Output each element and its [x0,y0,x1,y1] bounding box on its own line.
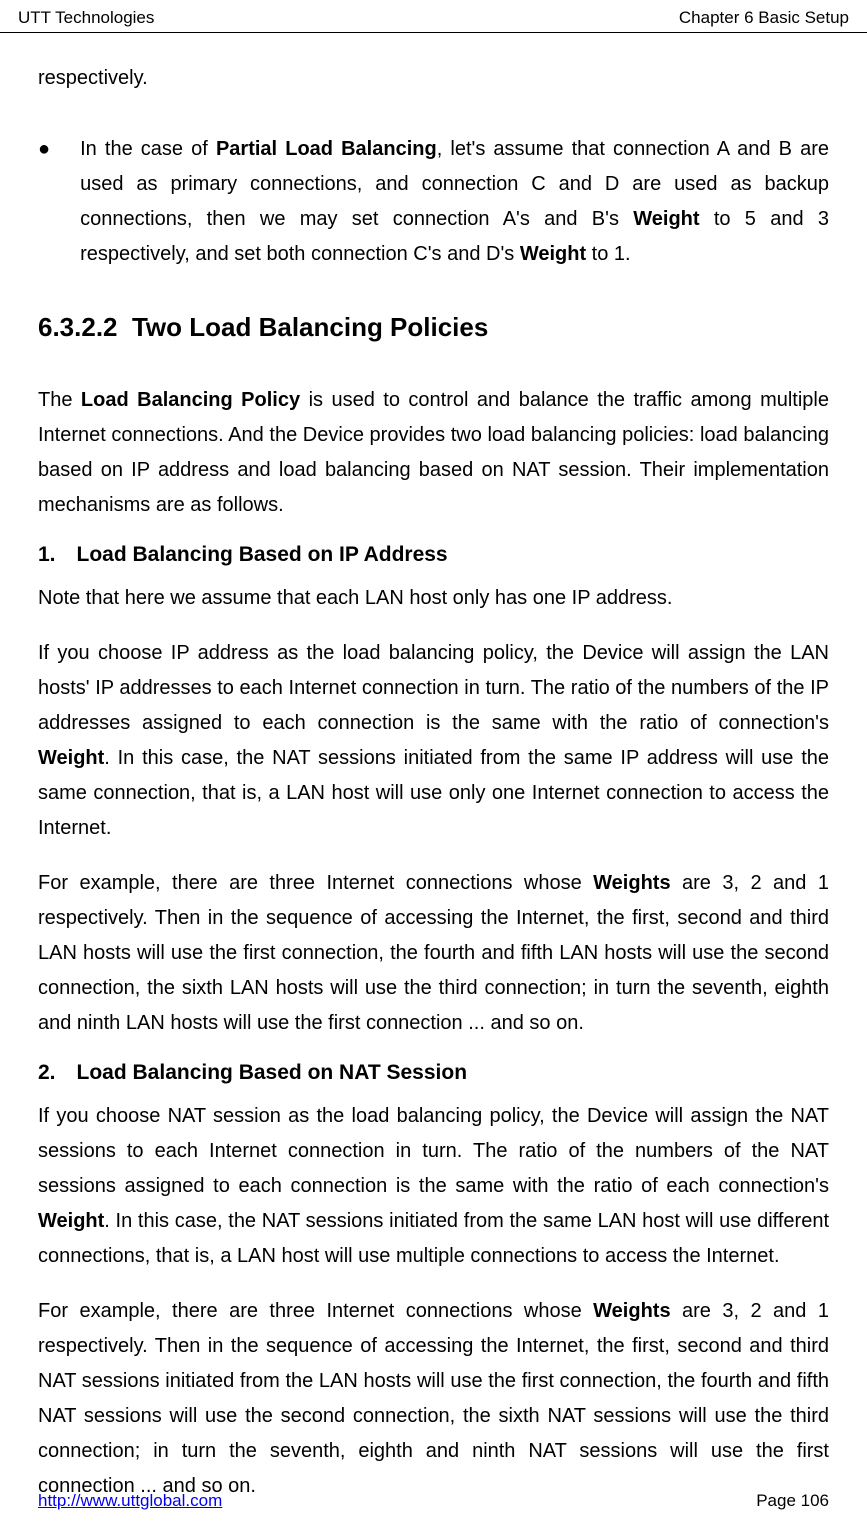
bold-term: Weight [633,208,699,230]
bullet-item: ● In the case of Partial Load Balancing,… [38,132,829,272]
section-title: Two Load Balancing Policies [132,312,488,342]
bold-term: Load Balancing Policy [81,389,300,411]
page-content: respectively. ● In the case of Partial L… [0,33,867,1504]
footer-url[interactable]: http://www.uttglobal.com [38,1491,222,1511]
bold-term: Weight [38,1210,104,1232]
text-segment: to 1. [586,243,630,265]
subsection-heading-2: 2. Load Balancing Based on NAT Session [38,1061,829,1085]
text-segment: If you choose IP address as the load bal… [38,642,829,734]
text-segment: For example, there are three Internet co… [38,1300,593,1322]
section-number: 6.3.2.2 [38,312,118,342]
text-segment: are 3, 2 and 1 respectively. Then in the… [38,1300,829,1497]
sub2-p2: For example, there are three Internet co… [38,1294,829,1504]
text-segment: In the case of [80,138,216,160]
sub1-p3: For example, there are three Internet co… [38,866,829,1041]
sub1-p1: Note that here we assume that each LAN h… [38,581,829,616]
bullet-text: In the case of Partial Load Balancing, l… [80,132,829,272]
continuation-text: respectively. [38,61,829,96]
text-segment: For example, there are three Internet co… [38,872,593,894]
sub1-p2: If you choose IP address as the load bal… [38,636,829,846]
sub2-p1: If you choose NAT session as the load ba… [38,1099,829,1274]
bullet-marker: ● [38,132,50,272]
page-footer: http://www.uttglobal.com Page 106 [0,1491,867,1511]
page-header: UTT Technologies Chapter 6 Basic Setup [0,0,867,33]
bold-term: Weights [593,1300,670,1322]
text-segment: If you choose NAT session as the load ba… [38,1105,829,1197]
bold-term: Weights [593,872,670,894]
footer-page-number: Page 106 [756,1491,829,1511]
header-chapter: Chapter 6 Basic Setup [679,8,849,28]
header-company: UTT Technologies [18,8,154,28]
bold-term: Partial Load Balancing [216,138,437,160]
text-segment: . In this case, the NAT sessions initiat… [38,747,829,839]
bold-term: Weight [520,243,586,265]
text-segment: The [38,389,81,411]
text-segment: . In this case, the NAT sessions initiat… [38,1210,829,1267]
text-segment: are 3, 2 and 1 respectively. Then in the… [38,872,829,1034]
bold-term: Weight [38,747,104,769]
subsection-heading-1: 1. Load Balancing Based on IP Address [38,543,829,567]
intro-paragraph: The Load Balancing Policy is used to con… [38,383,829,523]
section-heading: 6.3.2.2 Two Load Balancing Policies [38,312,829,343]
